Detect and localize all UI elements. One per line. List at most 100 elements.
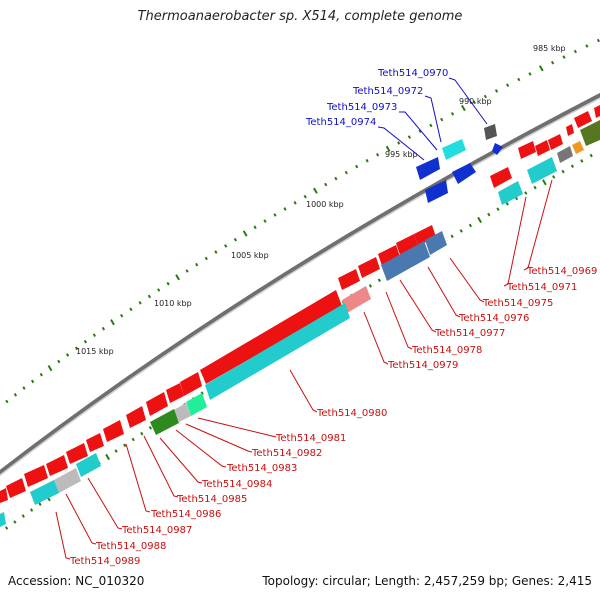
topology-text: Topology: circular; Length: 2,457,259 bp… [262, 574, 592, 588]
gene-0981[interactable] [186, 393, 207, 416]
gene-red[interactable] [518, 141, 536, 159]
gene-0977[interactable] [425, 231, 447, 255]
gene-0972[interactable] [492, 143, 503, 155]
gene-label-0973[interactable]: Teth514_0973 [326, 102, 397, 113]
gene-red[interactable] [338, 269, 360, 290]
gene-label-0987[interactable]: Teth514_0987 [121, 525, 192, 536]
kbp-label: 1015 kbp [76, 347, 114, 356]
minor-tick [365, 158, 369, 163]
minor-tick [375, 153, 380, 157]
gene-0976[interactable] [381, 241, 430, 281]
minor-tick [29, 508, 34, 512]
gene-label-0972[interactable]: Teth514_0972 [352, 86, 423, 97]
gene-0971[interactable] [527, 157, 557, 184]
minor-tick [5, 399, 9, 404]
gene-red[interactable] [86, 433, 104, 452]
gene-red[interactable] [378, 245, 400, 266]
gene-label-0974[interactable]: Teth514_0974 [305, 117, 376, 128]
gene-red[interactable] [0, 488, 8, 503]
gene-red[interactable] [146, 392, 168, 416]
minor-tick [38, 502, 42, 506]
gene-red[interactable] [66, 443, 88, 464]
gene-red[interactable] [548, 134, 563, 150]
gene-cyan[interactable] [0, 512, 6, 527]
gene-0979[interactable] [342, 286, 371, 313]
gene-red[interactable] [180, 372, 202, 396]
gene-label-0986[interactable]: Teth514_0986 [150, 509, 221, 520]
gene-0983[interactable] [150, 409, 179, 435]
gene-orange[interactable] [572, 141, 584, 154]
gene-0973[interactable] [442, 139, 466, 160]
leader-line [385, 291, 413, 350]
minor-tick [324, 182, 328, 187]
minor-tick [496, 207, 500, 211]
gene-0974b[interactable] [452, 163, 476, 184]
minor-tick [533, 185, 537, 190]
gene-label-0981[interactable]: Teth514_0981 [275, 433, 346, 444]
gene-label-0982[interactable]: Teth514_0982 [251, 448, 322, 459]
minor-tick [13, 393, 18, 397]
gene-red[interactable] [414, 225, 436, 246]
leader-line [289, 369, 318, 413]
gene-0987[interactable] [76, 453, 101, 477]
gene-0980-red[interactable] [200, 290, 342, 384]
minor-tick [120, 313, 124, 318]
kbp-label: 985 kbp [533, 44, 566, 53]
gene-red[interactable] [594, 105, 600, 118]
gene-olive[interactable] [580, 120, 600, 146]
gene-label-0979[interactable]: Teth514_0979 [387, 360, 458, 371]
gene-red[interactable] [574, 111, 592, 128]
leader-line [427, 266, 461, 318]
gene-red[interactable] [46, 455, 68, 476]
minor-tick [13, 520, 17, 524]
gene-red[interactable] [126, 406, 146, 428]
gene-red[interactable] [166, 383, 184, 403]
minor-tick [440, 117, 444, 122]
gene-label-0984[interactable]: Teth514_0984 [201, 479, 272, 490]
gene-0970[interactable] [484, 124, 497, 140]
gene-label-0989[interactable]: Teth514_0989 [69, 556, 140, 567]
gene-red[interactable] [6, 478, 26, 498]
minor-tick [263, 219, 267, 223]
gene-red[interactable] [358, 257, 380, 278]
gene-label-0985[interactable]: Teth514_0985 [176, 494, 247, 505]
gene-gray[interactable] [557, 146, 573, 163]
leader-line [399, 279, 437, 333]
leader-line [377, 126, 425, 161]
minor-tick [580, 159, 584, 163]
gene-label-0978[interactable]: Teth514_0978 [411, 345, 482, 356]
minor-tick [114, 449, 118, 453]
gene-label-0977[interactable]: Teth514_0977 [434, 328, 505, 339]
major-tick [538, 65, 544, 72]
minor-tick [233, 237, 238, 242]
gene-label-0983[interactable]: Teth514_0983 [226, 463, 297, 474]
gene-0974[interactable] [416, 157, 440, 180]
gene-label-0975[interactable]: Teth514_0975 [482, 298, 553, 309]
minor-tick [21, 514, 25, 518]
gene-red[interactable] [24, 465, 48, 487]
minor-tick [157, 288, 161, 292]
gene-label-0970[interactable]: Teth514_0970 [377, 68, 448, 79]
gene-label-0980[interactable]: Teth514_0980 [316, 408, 387, 419]
gene-0980-cyan[interactable] [205, 303, 350, 400]
gene-label-0988[interactable]: Teth514_0988 [95, 541, 166, 552]
gene-label-0969[interactable]: Teth514_0969 [526, 266, 597, 277]
gene-red[interactable] [490, 167, 512, 188]
minor-tick [140, 431, 144, 436]
minor-tick [344, 170, 348, 175]
minor-tick [148, 426, 153, 430]
gene-0974c[interactable] [425, 180, 448, 203]
leader-line [197, 417, 277, 438]
gene-0988[interactable] [54, 468, 81, 493]
gene-0982[interactable] [174, 403, 191, 422]
gene-label-0976[interactable]: Teth514_0976 [458, 313, 529, 324]
backbone [0, 92, 600, 477]
gene-label-0971[interactable]: Teth514_0971 [506, 282, 577, 293]
gene-red[interactable] [103, 420, 124, 442]
gene-red[interactable] [566, 124, 574, 136]
gene-red[interactable] [396, 234, 418, 255]
gene-0989[interactable] [30, 480, 59, 505]
gene-red[interactable] [535, 140, 550, 156]
major-tick [105, 453, 110, 461]
gene-0975[interactable] [498, 181, 523, 205]
